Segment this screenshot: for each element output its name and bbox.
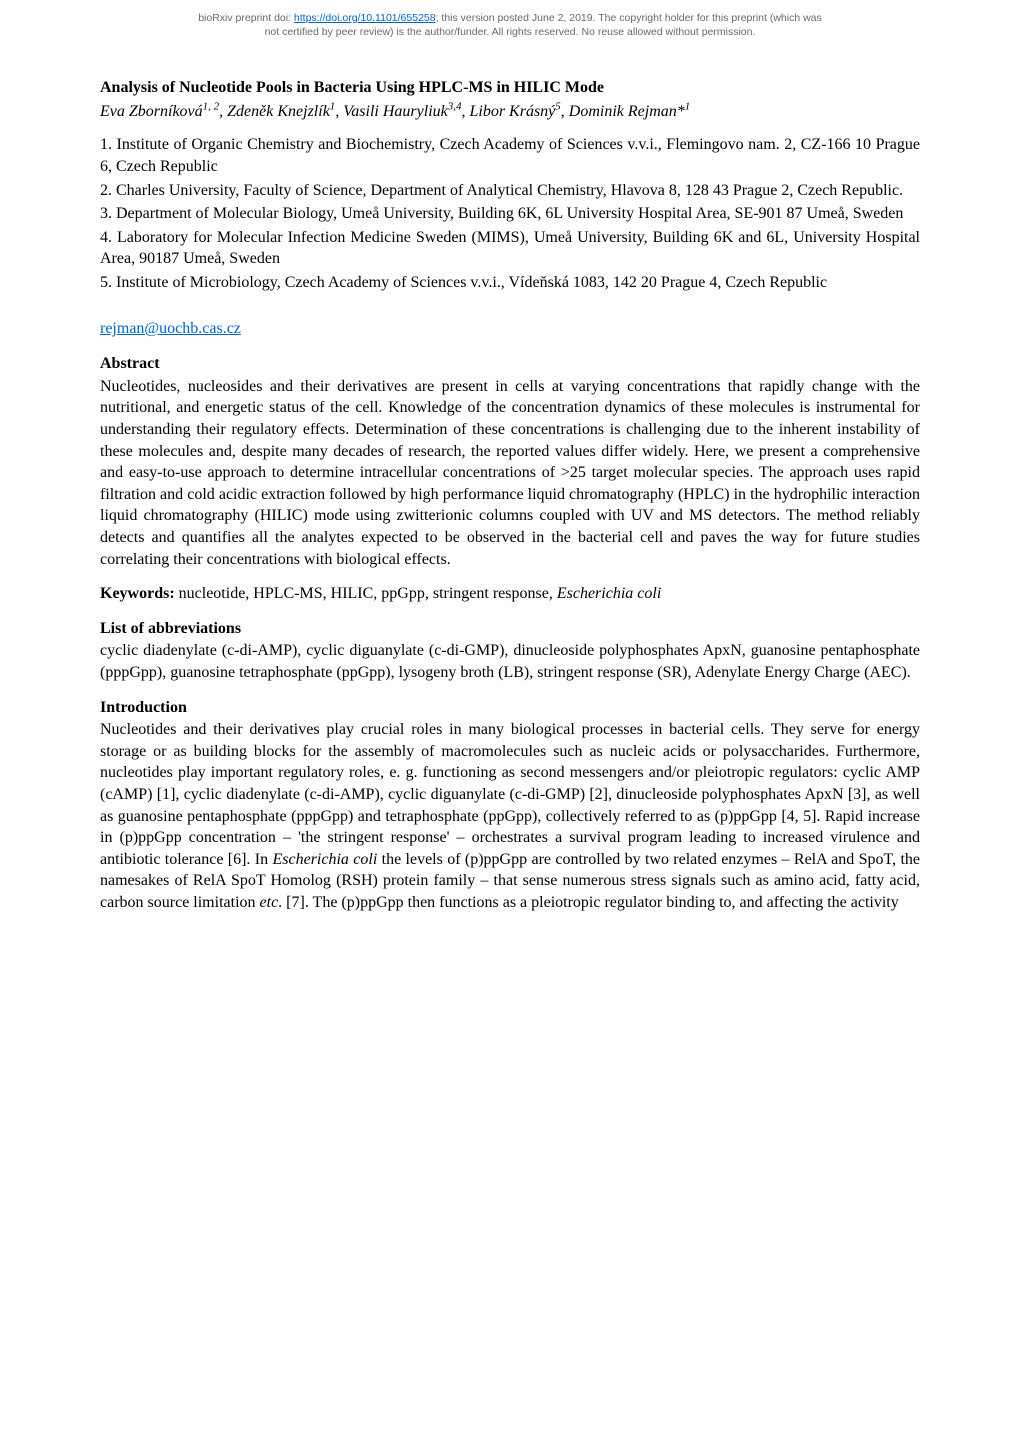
affiliation-4: 4. Laboratory for Molecular Infection Me… [100, 227, 920, 270]
preprint-line1-prefix: bioRxiv preprint doi: [198, 12, 294, 24]
preprint-line2: not certified by peer review) is the aut… [265, 26, 756, 38]
introduction-heading: Introduction [100, 697, 920, 719]
abbreviations-heading: List of abbreviations [100, 618, 920, 640]
affiliation-1: 1. Institute of Organic Chemistry and Bi… [100, 134, 920, 177]
abbreviations-body: cyclic diadenylate (c-di-AMP), cyclic di… [100, 640, 920, 683]
preprint-header: bioRxiv preprint doi: https://doi.org/10… [0, 0, 1020, 43]
author-list: Eva Zborníková1, 2, Zdeněk Knejzlík1, Va… [100, 101, 920, 123]
keywords-label: Keywords: [100, 585, 179, 602]
preprint-line1-suffix: ; this version posted June 2, 2019. The … [436, 12, 822, 24]
article-title: Analysis of Nucleotide Pools in Bacteria… [100, 77, 920, 99]
abstract-heading: Abstract [100, 353, 920, 375]
affiliation-5: 5. Institute of Microbiology, Czech Acad… [100, 272, 920, 294]
abstract-body: Nucleotides, nucleosides and their deriv… [100, 376, 920, 570]
affiliation-3: 3. Department of Molecular Biology, Umeå… [100, 203, 920, 225]
corresponding-email[interactable]: rejman@uochb.cas.cz [100, 318, 241, 340]
doi-link[interactable]: https://doi.org/10.1101/655258 [294, 12, 436, 24]
page-content: Analysis of Nucleotide Pools in Bacteria… [0, 43, 1020, 943]
keywords-italic: Escherichia coli [557, 585, 661, 602]
introduction-body: Nucleotides and their derivatives play c… [100, 719, 920, 913]
affiliation-2: 2. Charles University, Faculty of Scienc… [100, 180, 920, 202]
keywords-text: nucleotide, HPLC-MS, HILIC, ppGpp, strin… [179, 585, 557, 602]
keywords-line: Keywords: nucleotide, HPLC-MS, HILIC, pp… [100, 583, 920, 605]
